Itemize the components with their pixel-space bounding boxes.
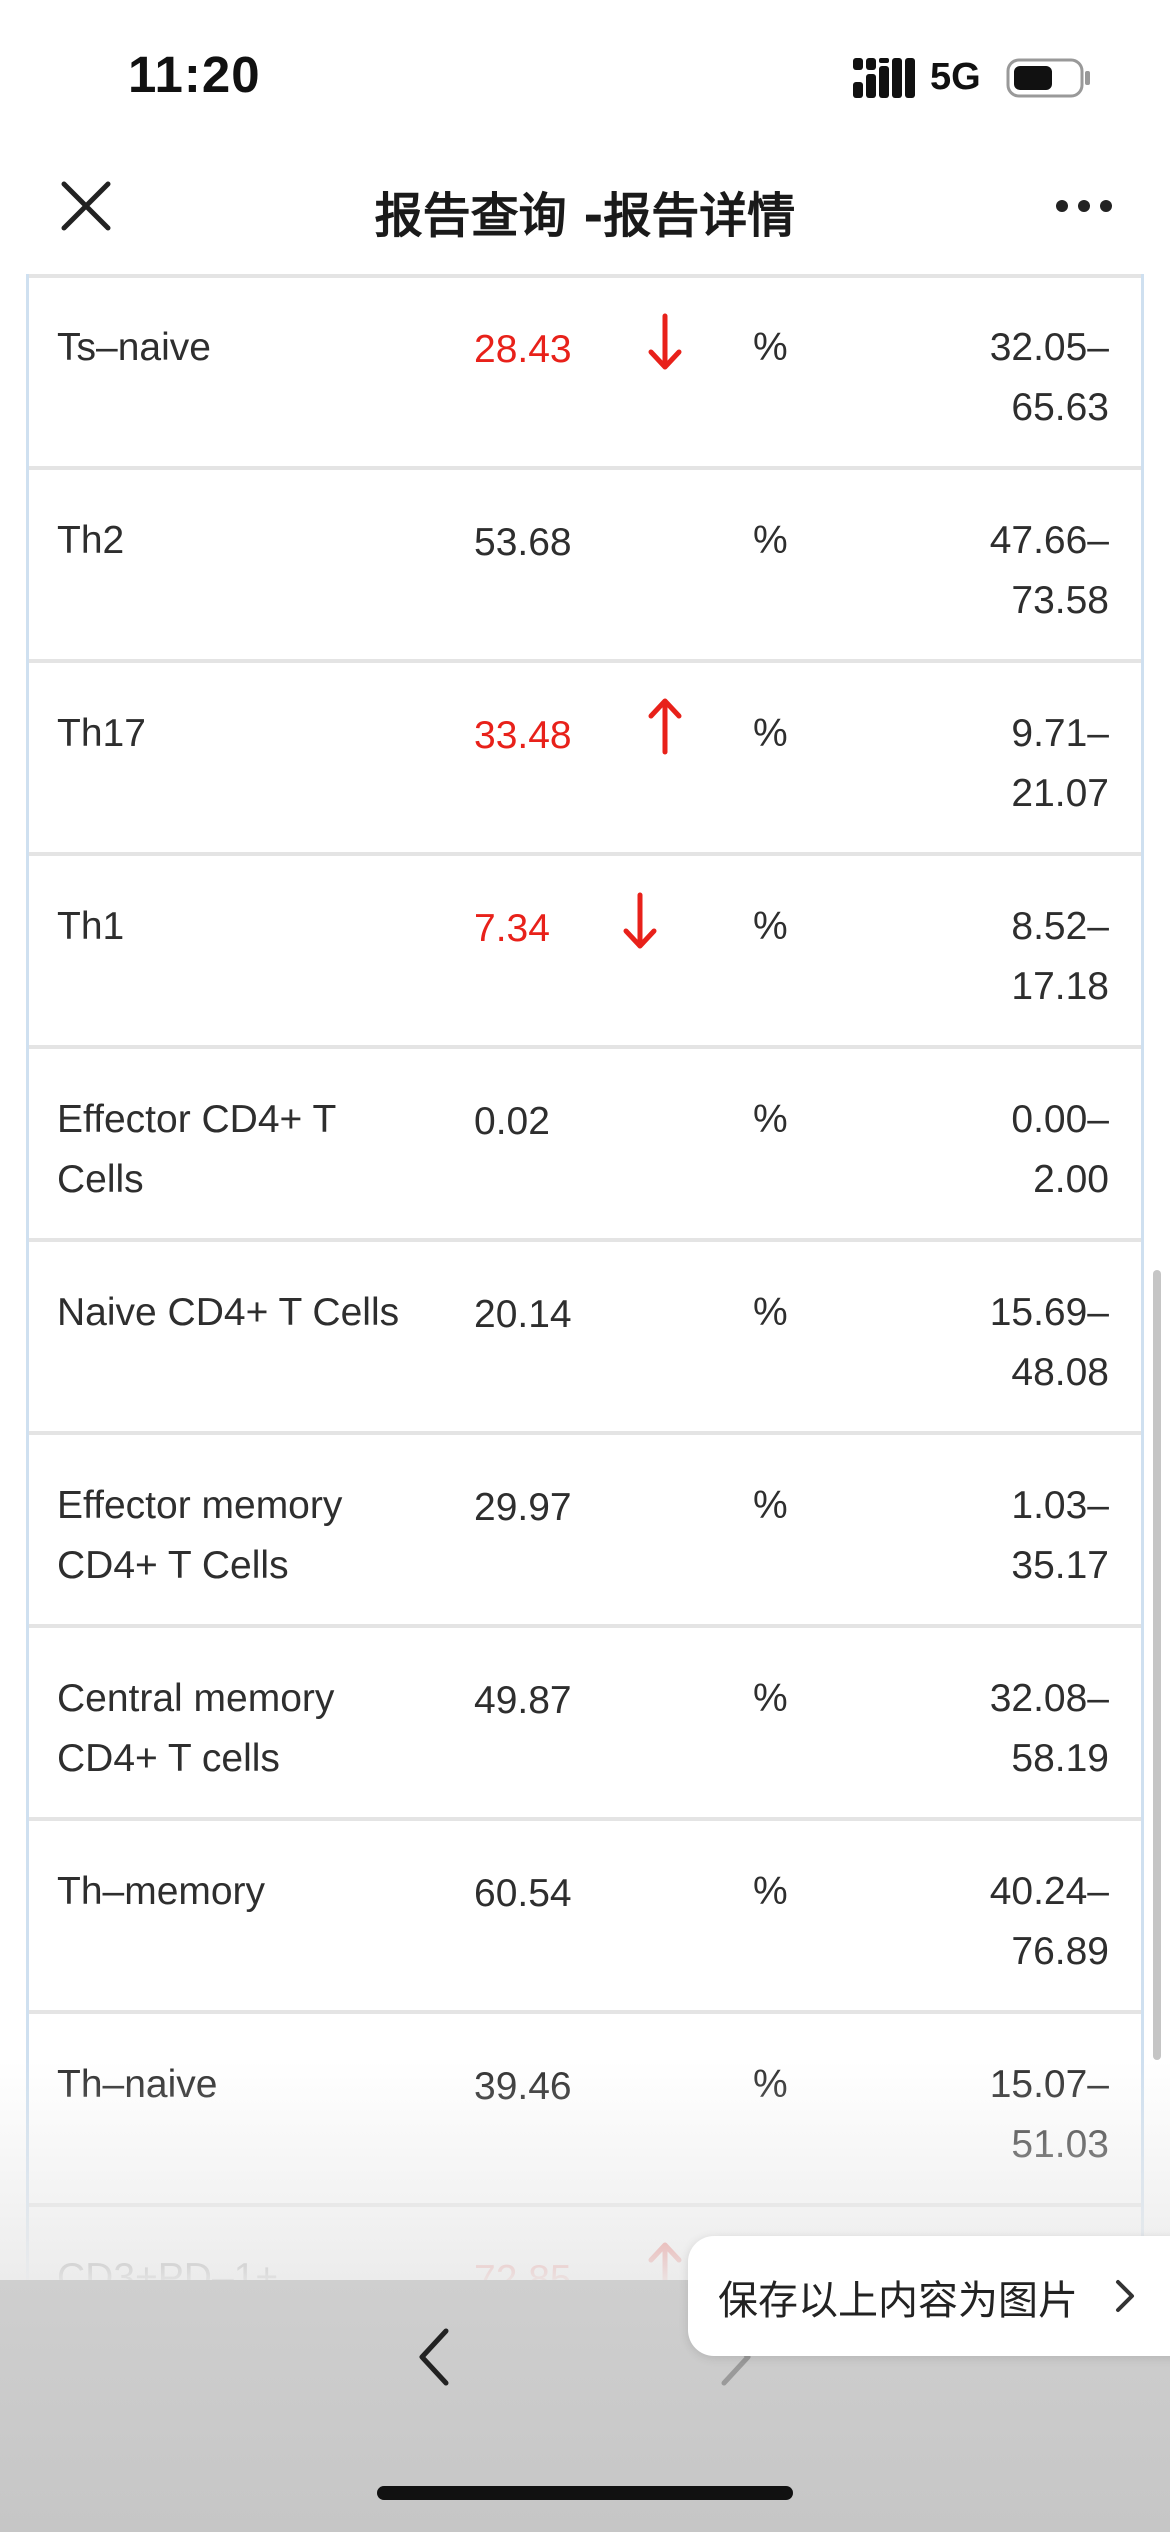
table-row: Naive CD4+ T Cells 20.14% 15.69– 48.08: [29, 1241, 1141, 1435]
table-row: Effector memory CD4+ T Cells 29.97% 1.03– …: [29, 1434, 1141, 1628]
test-value: 0.02: [474, 1100, 550, 1143]
save-as-image-label: 保存以上内容为图片: [718, 2278, 1078, 2324]
table-row: Th2 53.68% 47.66– 73.58: [29, 469, 1141, 663]
table-row: Central memory CD4+ T cells 49.87% 32.08– …: [29, 1627, 1141, 1821]
reference-range: 9.71– 21.07: [1011, 712, 1109, 815]
test-value: 33.48: [474, 714, 572, 757]
network-label: 5G: [930, 56, 981, 98]
test-unit: %: [753, 905, 788, 948]
table-row: Effector CD4+ T Cells 0.02% 0.00– 2.00: [29, 1048, 1141, 1242]
arrow-down-icon: [623, 892, 657, 949]
test-name: Th2: [57, 519, 125, 562]
scrollbar[interactable]: [1153, 1270, 1161, 2060]
arrow-down-icon: [648, 313, 682, 370]
home-indicator: [377, 2486, 793, 2500]
test-unit: %: [753, 1677, 788, 1720]
test-unit: %: [753, 712, 788, 755]
page-title: 报告查询 -报告详情: [374, 188, 796, 244]
reference-range: 32.05– 65.63: [989, 326, 1109, 429]
table-row: Ts–naive 28.43% 32.05– 65.63: [29, 276, 1141, 470]
test-value: 7.34: [474, 907, 550, 950]
reference-range: 0.00– 2.00: [1011, 1098, 1109, 1201]
reference-range: 15.69– 48.08: [989, 1291, 1109, 1394]
table-row: Th17 33.48% 9.71– 21.07: [29, 662, 1141, 856]
more-icon[interactable]: [1054, 196, 1114, 216]
signal-icon: [853, 58, 915, 98]
test-value: 20.14: [474, 1293, 572, 1336]
test-unit: %: [753, 519, 788, 562]
test-name: Naive CD4+ T Cells: [57, 1291, 400, 1334]
table-row: Th1 7.34% 8.52– 17.18: [29, 855, 1141, 1049]
test-unit: %: [753, 1870, 788, 1913]
test-name: Th–memory: [57, 1870, 266, 1913]
test-unit: %: [753, 1291, 788, 1334]
test-unit: %: [753, 1484, 788, 1527]
test-value: 60.54: [474, 1872, 572, 1915]
test-value: 28.43: [474, 328, 572, 371]
test-value: 49.87: [474, 1679, 572, 1722]
battery-icon: [1006, 58, 1090, 98]
reference-range: 32.08– 58.19: [989, 1677, 1109, 1780]
test-name: Th17: [57, 712, 146, 755]
reference-range: 8.52– 17.18: [1011, 905, 1109, 1008]
table-row: Th–memory 60.54% 40.24– 76.89: [29, 1820, 1141, 2014]
test-value: 29.97: [474, 1486, 572, 1529]
nav-bar: [0, 150, 1170, 274]
results-table: Ts–naive 28.43% 32.05– 65.63 Th2 53.68% 47.66…: [26, 274, 1144, 2280]
test-name: Effector memory CD4+ T Cells: [57, 1484, 343, 1587]
reference-range: 47.66– 73.58: [989, 519, 1109, 622]
test-unit: %: [753, 326, 788, 369]
arrow-up-icon: [648, 698, 682, 755]
table-top-border: [29, 274, 1141, 278]
close-icon[interactable]: [60, 180, 112, 232]
reference-range: 40.24– 76.89: [989, 1870, 1109, 1973]
status-time: 11:20: [128, 46, 261, 103]
test-name: Effector CD4+ T Cells: [57, 1098, 337, 1201]
reference-range: 1.03– 35.17: [1011, 1484, 1109, 1587]
back-icon[interactable]: [412, 2325, 460, 2389]
test-name: Ts–naive: [57, 326, 211, 369]
test-value: 53.68: [474, 521, 572, 564]
test-unit: %: [753, 1098, 788, 1141]
status-bar: 11:20 5G: [0, 0, 1170, 150]
test-name: Th1: [57, 905, 125, 948]
chevron-right-icon: [1116, 2280, 1134, 2312]
save-as-image-button[interactable]: 保存以上内容为图片: [688, 2236, 1170, 2356]
test-name: Central memory CD4+ T cells: [57, 1677, 335, 1780]
